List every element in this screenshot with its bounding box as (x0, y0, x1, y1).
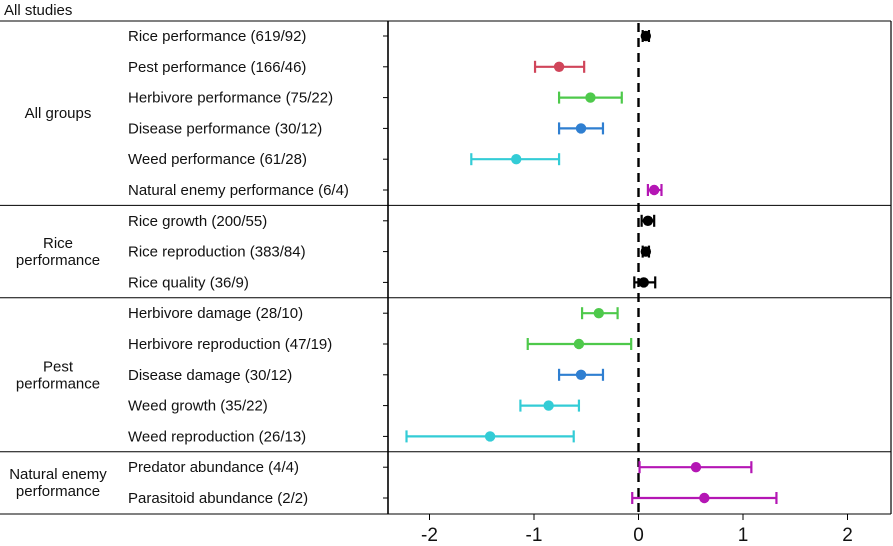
point-estimate (543, 400, 554, 411)
row-label: Weed reproduction (26/13) (128, 428, 306, 445)
x-tick-label: 0 (633, 525, 644, 546)
group-label: Pest (43, 358, 74, 375)
row-label: Predator abundance (4/4) (128, 459, 299, 476)
point-estimate (648, 184, 660, 196)
table-frame (0, 20, 892, 515)
point-estimate (553, 61, 565, 72)
row-label: Herbivore damage (28/10) (128, 305, 303, 322)
row-label: Natural enemy performance (6/4) (128, 182, 349, 199)
point-estimate (640, 30, 652, 42)
row-label: Parasitoid abundance (2/2) (128, 490, 308, 507)
point-estimate (511, 154, 522, 165)
x-tick-label: -1 (526, 525, 543, 546)
effect-marks (405, 23, 778, 514)
x-tick-label: 2 (842, 525, 853, 546)
x-axis: -2 -1 0 1 2 (383, 35, 853, 546)
point-estimate (638, 277, 649, 288)
point-estimate (699, 492, 710, 504)
point-estimate (585, 92, 596, 103)
point-estimate (690, 462, 702, 473)
group-labels: All groupsRiceperformancePestperformance… (9, 105, 107, 500)
point-estimate (573, 338, 585, 350)
row-label: Herbivore performance (75/22) (128, 90, 333, 107)
point-estimate (640, 246, 652, 257)
group-label: performance (16, 375, 100, 392)
row-label: Weed performance (61/28) (128, 151, 307, 168)
x-tick-label: 1 (738, 525, 749, 546)
header-label: All studies (4, 2, 72, 19)
row-label: Rice growth (200/55) (128, 213, 267, 230)
group-label: performance (16, 252, 100, 269)
x-tick-label: -2 (421, 525, 438, 546)
row-label: Herbivore reproduction (47/19) (128, 336, 332, 353)
group-label: performance (16, 483, 100, 500)
row-label: Disease damage (30/12) (128, 367, 292, 384)
group-label: Rice (43, 235, 73, 252)
group-label: All groups (25, 105, 92, 122)
row-label: Pest performance (166/46) (128, 59, 306, 76)
row-label: Weed growth (35/22) (128, 398, 268, 415)
row-label: Rice quality (36/9) (128, 274, 249, 291)
row-label: Disease performance (30/12) (128, 120, 322, 137)
point-estimate (575, 369, 587, 380)
row-label: Rice reproduction (383/84) (128, 244, 306, 261)
point-estimate (575, 123, 587, 134)
group-label: Natural enemy (9, 466, 107, 483)
point-estimate (642, 215, 654, 226)
point-estimate (593, 308, 604, 319)
row-label: Rice performance (619/92) (128, 28, 306, 45)
row-labels: Rice performance (619/92) Pest performanc… (128, 28, 349, 507)
point-estimate (484, 431, 496, 442)
